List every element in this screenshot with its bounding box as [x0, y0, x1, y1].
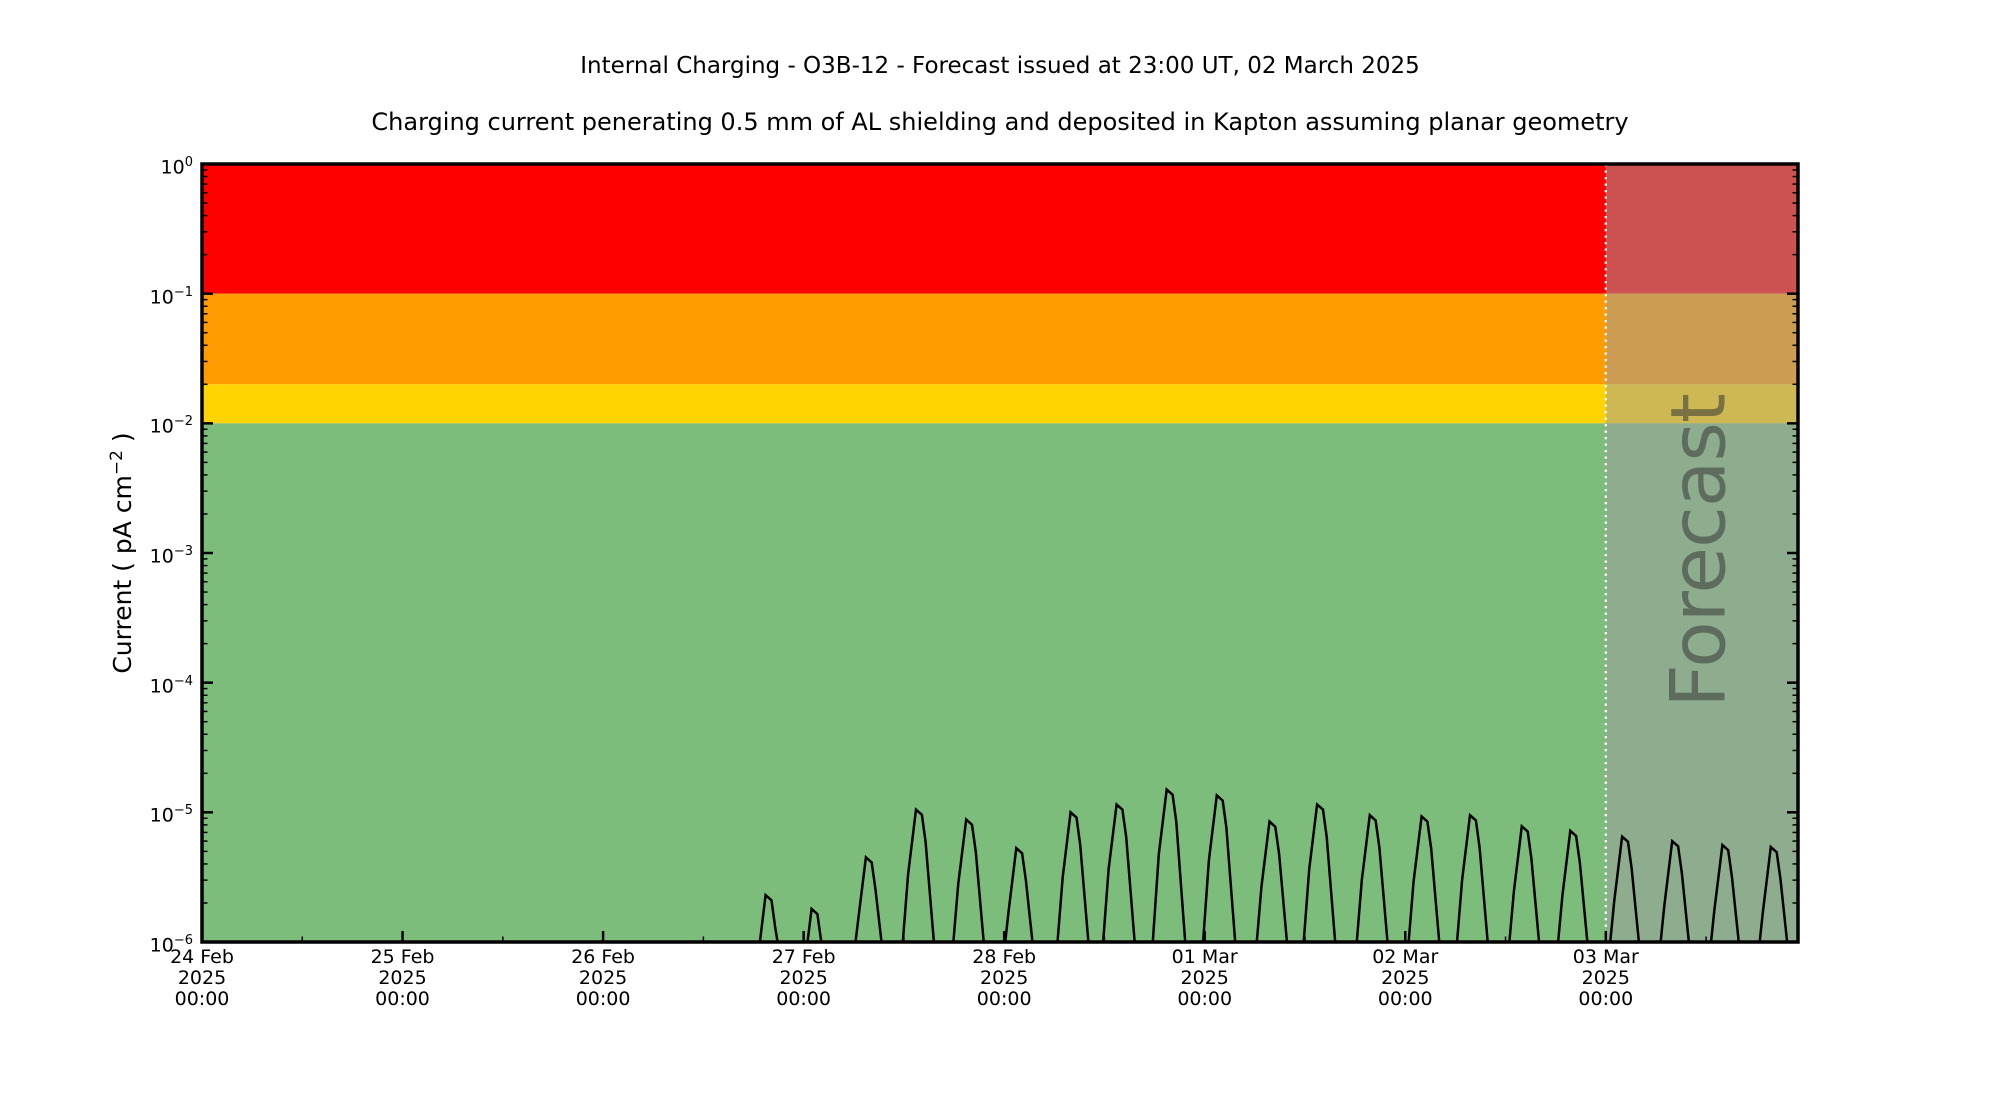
- x-tick-label: 26 Feb 2025 00:00: [528, 948, 678, 1011]
- plot-area: [200, 162, 1800, 944]
- y-tick-label: 100: [160, 155, 193, 179]
- x-tick-label: 01 Mar 2025 00:00: [1130, 948, 1280, 1011]
- x-tick-line: 2025: [1180, 967, 1229, 989]
- x-tick-line: 26 Feb: [571, 946, 635, 968]
- x-tick-line: 27 Feb: [771, 946, 836, 968]
- chart-subtitle: Charging current penerating 0.5 mm of AL…: [371, 108, 1629, 136]
- x-tick-line: 2025: [578, 967, 628, 989]
- axis-spines: [200, 162, 1800, 944]
- band-yellow: [202, 384, 1798, 424]
- y-tick-label: 10−5: [149, 803, 193, 827]
- chart-title: Internal Charging - O3B-12 - Forecast is…: [580, 53, 1420, 79]
- x-tick-line: 00:00: [375, 988, 430, 1010]
- x-tick-line: 00:00: [1177, 988, 1233, 1010]
- y-axis-label-prefix: Current ( pA cm: [108, 475, 138, 674]
- x-tick-line: 01 Mar: [1171, 946, 1238, 968]
- x-tick-line: 00:00: [976, 988, 1032, 1010]
- x-tick-line: 28 Feb: [972, 946, 1037, 968]
- band-red: [202, 164, 1798, 294]
- band-green: [202, 423, 1798, 942]
- forecast-overlay: [1605, 164, 1798, 942]
- x-tick-line: 00:00: [1578, 988, 1634, 1010]
- x-tick-label: 25 Feb 2025 00:00: [328, 948, 478, 1011]
- x-tick-line: 03 Mar: [1572, 946, 1639, 968]
- x-tick-line: 00:00: [174, 988, 230, 1010]
- band-orange: [202, 293, 1798, 385]
- x-tick-line: 25 Feb: [370, 946, 435, 968]
- x-tick-label: 24 Feb 2025 00:00: [127, 948, 277, 1011]
- data-curve: [758, 786, 1789, 942]
- y-tick-label: 10−6: [149, 933, 193, 957]
- x-tick-line: 2025: [979, 967, 1029, 989]
- x-tick-label: 02 Mar 2025 00:00: [1330, 948, 1480, 1011]
- y-axis-label-exponent: −2: [106, 450, 127, 476]
- tick-marks: [200, 162, 1798, 944]
- x-tick-label: 27 Feb 2025 00:00: [729, 948, 879, 1011]
- plot-svg: [200, 162, 1800, 944]
- x-tick-label: 03 Mar 2025 00:00: [1531, 948, 1681, 1011]
- y-tick-label: 10−3: [149, 544, 193, 568]
- y-tick-label: 10−1: [149, 284, 193, 308]
- y-tick-label: 10−2: [149, 414, 193, 438]
- x-tick-line: 00:00: [1377, 988, 1433, 1010]
- x-tick-line: 24 Feb: [170, 946, 234, 968]
- x-tick-line: 2025: [1581, 967, 1630, 989]
- forecast-watermark: Forecast: [1653, 394, 1743, 708]
- threshold-bands: [202, 164, 1798, 942]
- x-tick-line: 00:00: [575, 988, 631, 1010]
- x-tick-line: 2025: [177, 967, 227, 989]
- x-tick-label: 28 Feb 2025 00:00: [929, 948, 1079, 1011]
- x-tick-line: 2025: [1381, 967, 1430, 989]
- x-tick-line: 2025: [378, 967, 427, 989]
- y-tick-label: 10−4: [149, 673, 193, 697]
- x-tick-line: 02 Mar: [1372, 946, 1439, 968]
- x-tick-line: 00:00: [776, 988, 831, 1010]
- x-tick-line: 2025: [779, 967, 828, 989]
